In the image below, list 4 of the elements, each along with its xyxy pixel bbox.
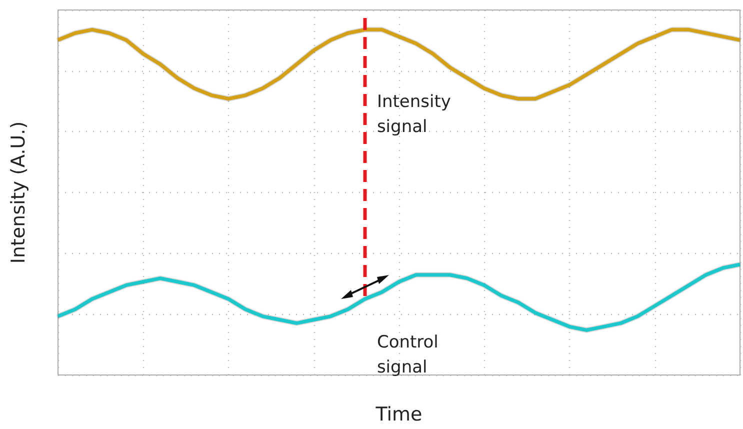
series-label: Intensity signal — [376, 92, 456, 138]
x-axis-title: Time — [374, 404, 422, 426]
text: Control signal — [376, 332, 444, 378]
y-axis-title: Intensity (A.U.) — [8, 121, 30, 264]
